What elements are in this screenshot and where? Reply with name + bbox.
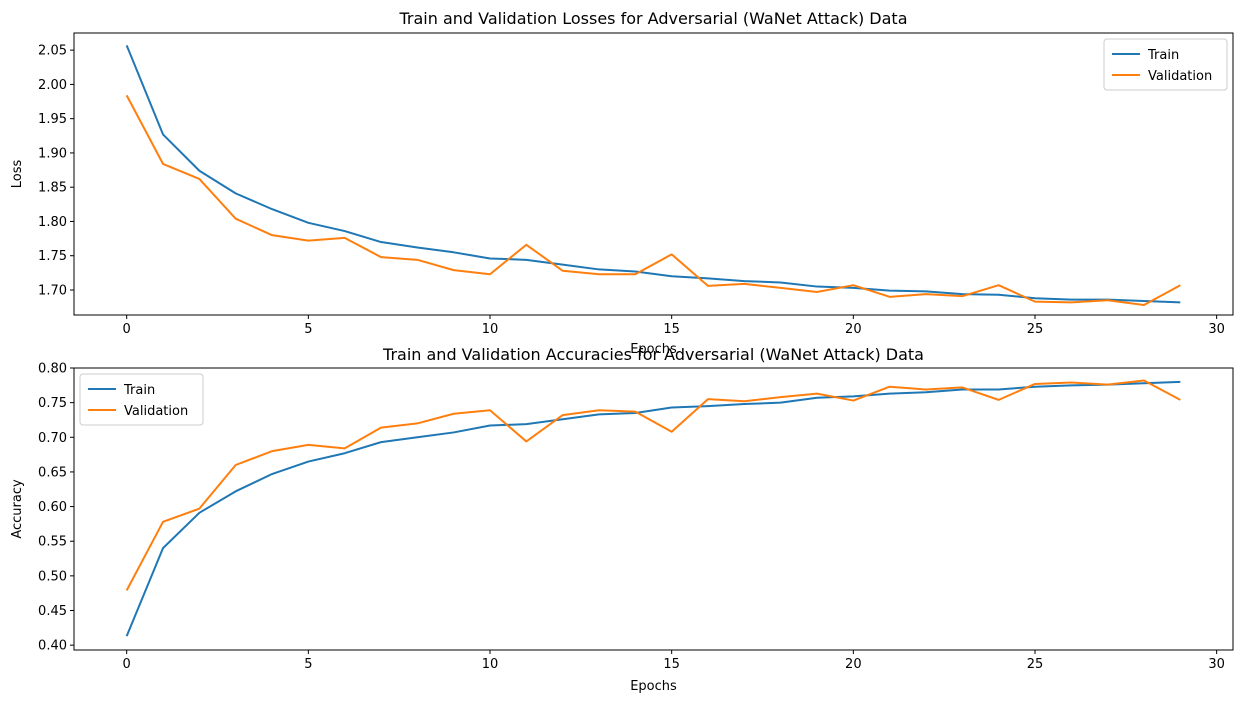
loss-chart-ticks: 0 5 10 15 20 25 30 1.70 1.75 1.80 1.85 1.90 1.95 2.00… xyxy=(38,44,1225,337)
x-tick-label: 20 xyxy=(845,322,862,337)
legend-label-train: Train xyxy=(123,383,155,398)
y-tick-label: 0.60 xyxy=(38,500,67,515)
y-tick-label: 0.80 xyxy=(38,362,67,377)
x-tick-label: 0 xyxy=(123,657,131,672)
y-tick-label: 0.75 xyxy=(38,396,67,411)
x-tick-label: 5 xyxy=(304,322,312,337)
y-tick-label: 1.85 xyxy=(38,181,67,196)
loss-chart-frame xyxy=(73,32,1234,316)
accuracy-chart-title: Train and Validation Accuracies for Adve… xyxy=(382,345,924,364)
x-tick-label: 25 xyxy=(1027,657,1044,672)
y-tick-label: 0.70 xyxy=(38,431,67,446)
loss-chart-title: Train and Validation Losses for Adversar… xyxy=(398,9,907,28)
accuracy-chart-frame xyxy=(73,367,1234,651)
loss-chart-ylabel: Loss xyxy=(10,160,25,189)
x-tick-label: 10 xyxy=(482,322,499,337)
series-line-train xyxy=(125,380,1181,637)
y-tick-label: 1.95 xyxy=(38,112,67,127)
x-tick-label: 30 xyxy=(1208,322,1225,337)
series-line-validation xyxy=(125,94,1181,307)
accuracy-chart-ticks: 0 5 10 15 20 25 30 0.40 0.45 0.50 0.55 0.60 0.65 0.70… xyxy=(38,362,1225,673)
x-tick-label: 5 xyxy=(304,657,312,672)
series-line-train xyxy=(125,44,1181,304)
x-tick-label: 30 xyxy=(1208,657,1225,672)
x-tick-label: 15 xyxy=(663,657,680,672)
loss-chart-xlabel: Epochs xyxy=(630,342,677,357)
legend-box xyxy=(1103,38,1228,91)
y-tick-label: 0.55 xyxy=(38,535,67,550)
x-tick-label: 25 xyxy=(1027,322,1044,337)
loss-chart-legend: Train Validation xyxy=(1103,38,1228,91)
legend-label-train: Train xyxy=(1147,48,1179,63)
accuracy-chart-ylabel: Accuracy xyxy=(10,479,25,539)
x-tick-label: 20 xyxy=(845,657,862,672)
series-line-validation xyxy=(125,379,1181,591)
x-tick-label: 0 xyxy=(123,322,131,337)
accuracy-chart-lines xyxy=(125,379,1181,637)
legend-label-validation: Validation xyxy=(1148,69,1212,84)
legend-label-validation: Validation xyxy=(124,404,188,419)
accuracy-chart-legend: Train Validation xyxy=(79,373,204,426)
loss-chart: Train and Validation Losses for Adversar… xyxy=(10,9,1234,357)
y-tick-label: 0.65 xyxy=(38,465,67,480)
y-tick-label: 2.00 xyxy=(38,78,67,93)
x-tick-label: 10 xyxy=(482,657,499,672)
accuracy-chart-xlabel: Epochs xyxy=(630,679,677,694)
y-tick-label: 1.90 xyxy=(38,146,67,161)
y-tick-label: 0.45 xyxy=(38,604,67,619)
y-tick-label: 1.75 xyxy=(38,249,67,264)
y-tick-label: 2.05 xyxy=(38,44,67,59)
y-tick-label: 0.50 xyxy=(38,569,67,584)
legend-box xyxy=(79,373,204,426)
x-tick-label: 15 xyxy=(663,322,680,337)
y-tick-label: 1.70 xyxy=(38,283,67,298)
y-tick-label: 1.80 xyxy=(38,215,67,230)
loss-chart-lines xyxy=(125,44,1181,307)
y-tick-label: 0.40 xyxy=(38,639,67,654)
accuracy-chart: Train and Validation Accuracies for Adve… xyxy=(10,345,1234,694)
